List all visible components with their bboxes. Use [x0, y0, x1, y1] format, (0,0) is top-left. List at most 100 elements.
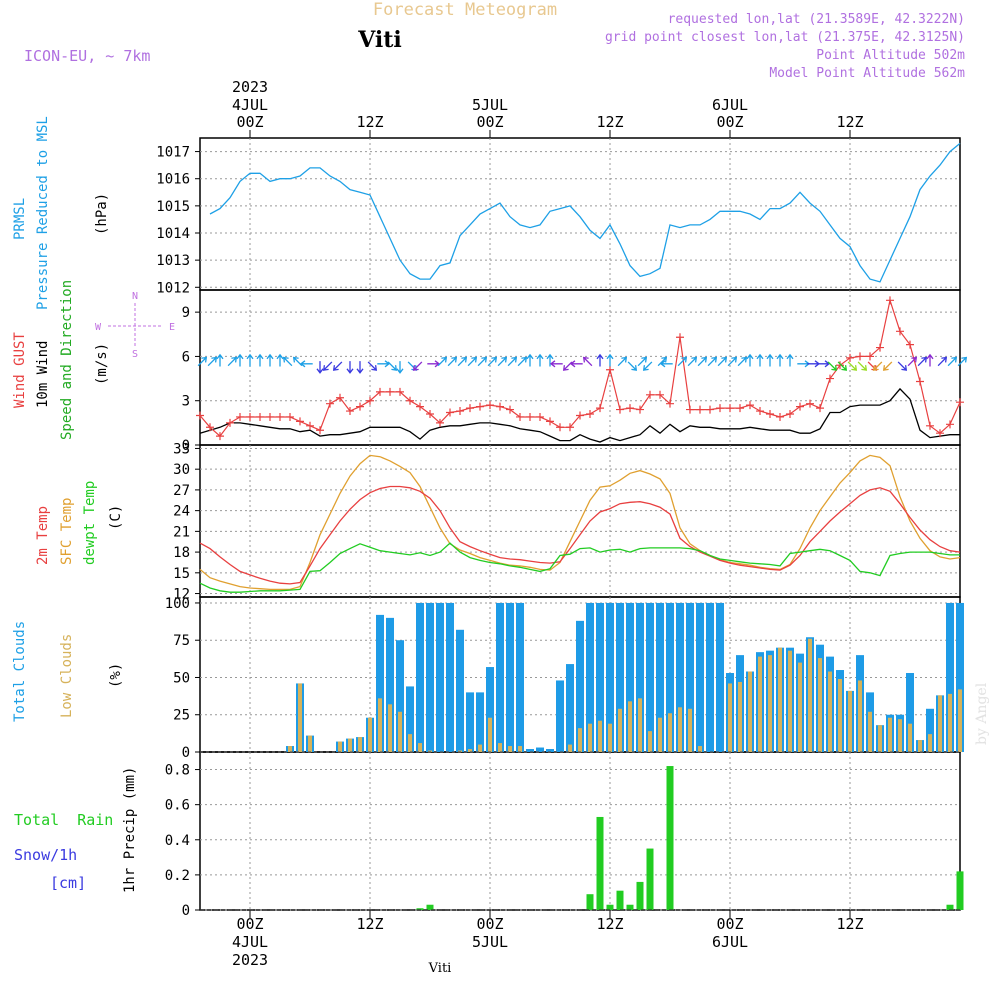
x-label-bottom: 00Z — [236, 915, 263, 933]
total-cloud-bar — [516, 602, 524, 752]
precip-label-snow: Snow/1h — [14, 846, 77, 864]
compass-n: N — [132, 291, 138, 302]
wind-arrow — [427, 360, 441, 368]
wind-arrow — [837, 361, 848, 371]
wind-arrow — [872, 361, 883, 371]
pressure-unit: (hPa) — [94, 193, 110, 235]
total-cloud-bar — [506, 602, 514, 752]
low-cloud-bar — [958, 689, 962, 752]
wind-arrow — [437, 356, 448, 367]
total-cloud-bar — [556, 680, 564, 752]
y-tick-label-clouds: 50 — [173, 670, 190, 686]
total-cloud-bar — [476, 692, 484, 752]
gust-marker — [766, 410, 774, 418]
gust-marker — [646, 390, 654, 399]
low-cloud-bar — [418, 743, 422, 752]
gust-marker — [676, 333, 684, 342]
total-cloud-bar — [686, 602, 694, 752]
wind-arrow — [756, 353, 764, 367]
model-label: ICON-EU, ~ 7km — [24, 47, 150, 65]
gust-marker — [256, 412, 264, 421]
low-cloud-bar — [568, 744, 572, 752]
wind-arrow — [207, 356, 218, 367]
total-cloud-bar — [396, 640, 404, 752]
total-cloud-bar — [426, 602, 434, 752]
wind-arrow — [807, 360, 821, 368]
gust-marker — [866, 352, 874, 361]
low-cloud-bar — [298, 683, 302, 752]
gust-marker — [606, 365, 614, 374]
wind-arrow — [549, 360, 563, 368]
wind-arrow — [596, 353, 604, 367]
gust-marker — [826, 374, 834, 383]
requested-point: requested lon,lat (21.3589E, 42.3222N) — [668, 12, 965, 27]
gust-marker — [876, 343, 884, 352]
low-cloud-bar — [408, 734, 412, 752]
low-cloud-bar — [758, 656, 762, 752]
gust-marker — [546, 417, 554, 426]
total-cloud-bar — [676, 602, 684, 752]
total-cloud-bar — [436, 602, 444, 752]
gust-marker — [726, 404, 734, 413]
x-label-bottom: 12Z — [356, 915, 383, 933]
x-label-bottom: 4JUL — [232, 933, 268, 951]
x-label-top: 12Z — [596, 113, 623, 131]
gust-marker — [406, 396, 414, 405]
x-label-top: 5JUL — [472, 96, 508, 114]
y-tick-label-precip: 0.4 — [165, 833, 190, 849]
temp-label3: dewpt Temp — [82, 481, 98, 565]
gust-marker — [916, 377, 924, 386]
total-cloud-bar — [706, 602, 714, 752]
wind-label2: 10m Wind — [35, 341, 51, 408]
low-cloud-bar — [428, 750, 432, 752]
y-tick-label-temp: 12 — [173, 587, 190, 603]
total-cloud-bar — [636, 602, 644, 752]
x-label-top: 2023 — [232, 78, 268, 96]
gust-marker — [286, 412, 294, 421]
wind-arrow — [256, 353, 264, 367]
gust-marker — [736, 404, 744, 413]
low-cloud-bar — [658, 717, 662, 752]
x-label-bottom: 12Z — [596, 915, 623, 933]
low-cloud-bar — [578, 728, 582, 752]
wind-arrow — [617, 356, 628, 367]
gust-marker — [276, 412, 284, 421]
low-cloud-bar — [668, 713, 672, 752]
gust-marker — [376, 387, 384, 396]
gust-marker — [566, 423, 574, 432]
x-label-bottom: 6JUL — [712, 933, 748, 951]
gust-marker — [756, 407, 764, 416]
gust-marker — [656, 390, 664, 399]
low-cloud-bar — [778, 647, 782, 752]
product-title: Forecast Meteogram — [373, 0, 557, 20]
dewpoint-line — [199, 542, 960, 593]
total-cloud-bar — [536, 747, 544, 752]
gust-marker — [636, 405, 644, 414]
low-cloud-bar — [338, 741, 342, 752]
total-cloud-bar — [406, 686, 414, 752]
low-cloud-bar — [818, 658, 822, 752]
x-label-top: 00Z — [716, 113, 743, 131]
low-cloud-bar — [698, 746, 702, 752]
low-cloud-bar — [638, 698, 642, 752]
rain-bar — [626, 904, 634, 910]
wind-arrow — [937, 356, 948, 367]
wind-arrow — [766, 353, 774, 367]
low-cloud-bar — [348, 738, 352, 752]
wind-arrow — [517, 356, 528, 367]
rain-bar — [606, 904, 614, 910]
wind-arrow — [897, 361, 908, 371]
gust-marker — [436, 418, 444, 427]
total-cloud-bar — [496, 602, 504, 752]
gust-marker — [846, 353, 854, 362]
gust-marker — [486, 401, 494, 410]
low-cloud-bar — [808, 638, 812, 752]
gust-marker — [516, 412, 524, 421]
low-cloud-bar — [628, 701, 632, 752]
low-cloud-bar — [918, 740, 922, 752]
clouds-label1: Total Clouds — [12, 621, 28, 722]
wind-arrow — [227, 356, 238, 367]
low-cloud-bar — [458, 750, 462, 752]
x-label-top: 6JUL — [712, 96, 748, 114]
total-cloud-bar — [486, 667, 494, 752]
